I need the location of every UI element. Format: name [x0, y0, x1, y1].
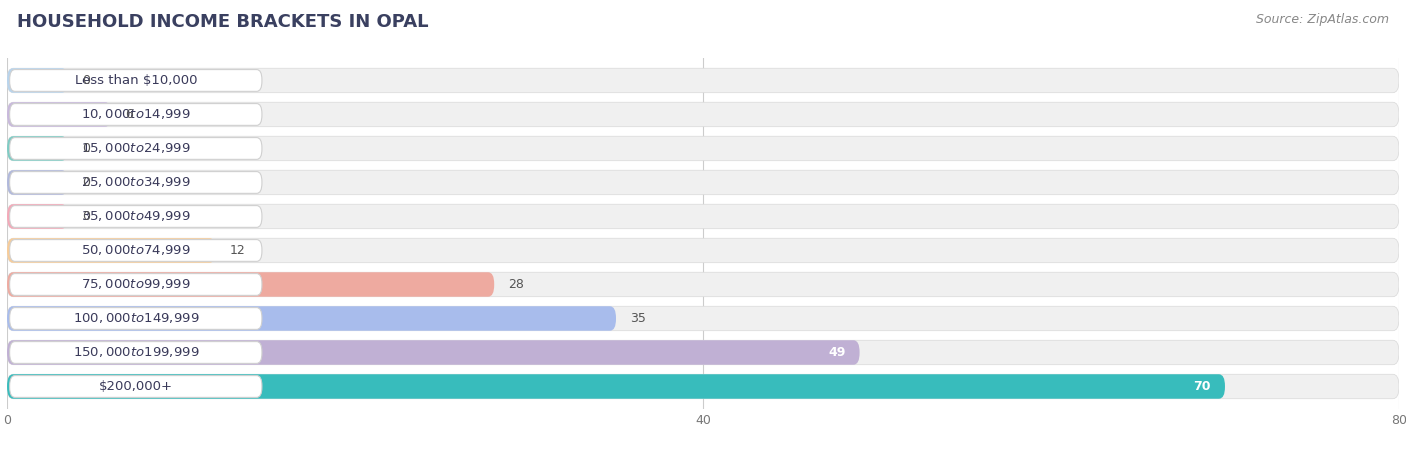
FancyBboxPatch shape: [7, 136, 67, 161]
FancyBboxPatch shape: [10, 240, 262, 261]
FancyBboxPatch shape: [7, 102, 111, 127]
Text: 0: 0: [82, 176, 90, 189]
Text: 28: 28: [508, 278, 524, 291]
FancyBboxPatch shape: [7, 272, 1399, 297]
Text: $200,000+: $200,000+: [98, 380, 173, 393]
FancyBboxPatch shape: [10, 206, 262, 227]
FancyBboxPatch shape: [7, 340, 1399, 365]
FancyBboxPatch shape: [7, 68, 1399, 92]
FancyBboxPatch shape: [7, 136, 1399, 161]
Text: $15,000 to $24,999: $15,000 to $24,999: [82, 141, 191, 155]
Text: $75,000 to $99,999: $75,000 to $99,999: [82, 277, 191, 291]
FancyBboxPatch shape: [10, 308, 262, 330]
FancyBboxPatch shape: [7, 306, 1399, 331]
Text: 6: 6: [125, 108, 134, 121]
FancyBboxPatch shape: [7, 238, 1399, 263]
FancyBboxPatch shape: [7, 374, 1225, 399]
FancyBboxPatch shape: [10, 342, 262, 363]
FancyBboxPatch shape: [10, 376, 262, 397]
FancyBboxPatch shape: [10, 273, 262, 295]
Text: $150,000 to $199,999: $150,000 to $199,999: [73, 345, 200, 360]
Text: $25,000 to $34,999: $25,000 to $34,999: [82, 176, 191, 189]
Text: 12: 12: [229, 244, 246, 257]
Text: 0: 0: [82, 142, 90, 155]
FancyBboxPatch shape: [10, 104, 262, 125]
FancyBboxPatch shape: [7, 68, 67, 92]
Text: $10,000 to $14,999: $10,000 to $14,999: [82, 107, 191, 122]
FancyBboxPatch shape: [7, 272, 495, 297]
FancyBboxPatch shape: [7, 170, 1399, 195]
FancyBboxPatch shape: [7, 102, 1399, 127]
Text: HOUSEHOLD INCOME BRACKETS IN OPAL: HOUSEHOLD INCOME BRACKETS IN OPAL: [17, 13, 429, 31]
Text: 49: 49: [828, 346, 845, 359]
Text: $50,000 to $74,999: $50,000 to $74,999: [82, 243, 191, 257]
FancyBboxPatch shape: [7, 204, 67, 229]
FancyBboxPatch shape: [7, 204, 1399, 229]
FancyBboxPatch shape: [7, 374, 1399, 399]
Text: 0: 0: [82, 74, 90, 87]
FancyBboxPatch shape: [7, 170, 67, 195]
FancyBboxPatch shape: [10, 172, 262, 194]
Text: 35: 35: [630, 312, 645, 325]
FancyBboxPatch shape: [10, 70, 262, 91]
FancyBboxPatch shape: [7, 238, 217, 263]
FancyBboxPatch shape: [7, 340, 859, 365]
Text: 0: 0: [82, 210, 90, 223]
FancyBboxPatch shape: [7, 306, 616, 331]
Text: $100,000 to $149,999: $100,000 to $149,999: [73, 312, 200, 326]
FancyBboxPatch shape: [10, 137, 262, 159]
Text: $35,000 to $49,999: $35,000 to $49,999: [82, 210, 191, 224]
Text: Source: ZipAtlas.com: Source: ZipAtlas.com: [1256, 13, 1389, 26]
Text: 70: 70: [1194, 380, 1211, 393]
Text: Less than $10,000: Less than $10,000: [75, 74, 197, 87]
